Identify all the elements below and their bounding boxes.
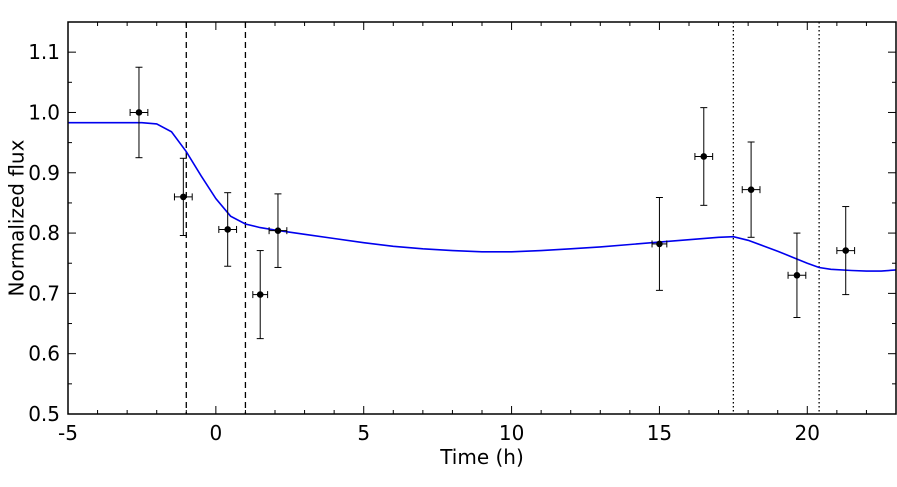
x-tick-label: 10 — [499, 421, 524, 445]
x-tick-label: -5 — [58, 421, 78, 445]
x-axis-label: Time (h) — [439, 445, 524, 469]
data-point — [787, 232, 807, 319]
y-tick-label: 1.0 — [28, 100, 60, 124]
data-point — [651, 196, 668, 291]
data-marker — [274, 227, 282, 234]
data-point — [836, 206, 856, 296]
data-point — [268, 193, 288, 268]
y-tick-label: 0.8 — [28, 221, 60, 245]
y-tick-label: 0.5 — [28, 402, 60, 426]
data-marker — [135, 109, 143, 116]
y-tick-label: 1.1 — [28, 40, 60, 64]
data-point — [218, 192, 238, 267]
y-axis-label: Normalized flux — [5, 139, 29, 296]
plot-frame — [67, 21, 897, 415]
x-tick-label: 15 — [647, 421, 672, 445]
data-marker — [256, 291, 264, 298]
data-point — [173, 157, 193, 236]
x-tick-label: 20 — [795, 421, 820, 445]
data-marker — [700, 153, 708, 160]
data-point — [694, 107, 714, 206]
data-marker — [656, 240, 663, 248]
data-point — [252, 250, 269, 340]
data-marker — [747, 186, 755, 193]
x-tick-label: 5 — [357, 421, 370, 445]
data-marker — [793, 271, 801, 279]
y-tick-label: 0.9 — [28, 161, 60, 185]
axis-ticks: -5 0 5 10 15 20 0.5 0.6 0.7 0.8 0.9 1.0 1.1 — [28, 21, 897, 445]
x-tick-label: 0 — [209, 421, 222, 445]
y-tick-label: 0.6 — [28, 342, 60, 366]
data-marker — [224, 226, 231, 233]
data-marker — [842, 247, 850, 254]
data-point — [741, 141, 761, 238]
plot-area — [68, 22, 897, 414]
y-tick-label: 0.7 — [28, 281, 60, 305]
data-point — [129, 66, 149, 159]
data-marker — [180, 193, 187, 201]
model-curve — [68, 121, 897, 272]
